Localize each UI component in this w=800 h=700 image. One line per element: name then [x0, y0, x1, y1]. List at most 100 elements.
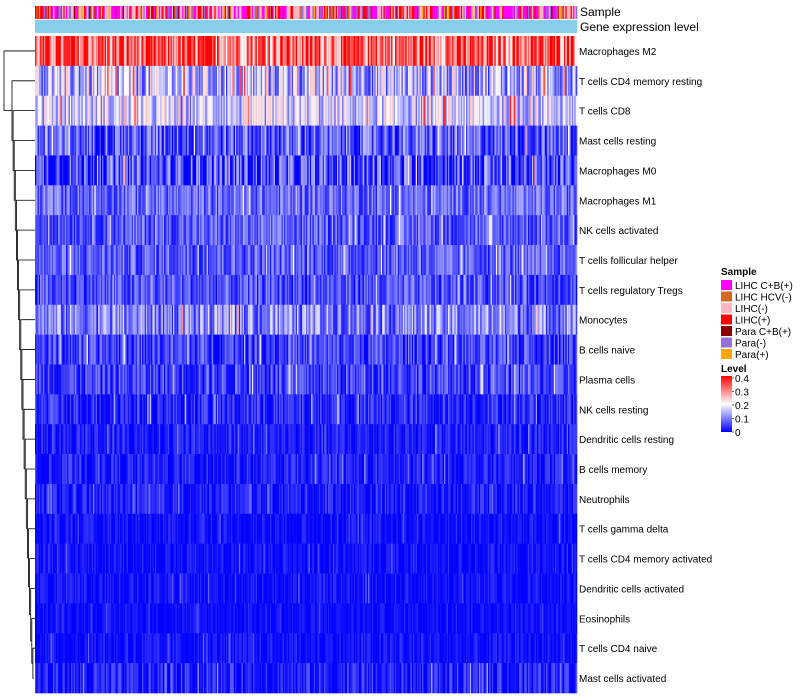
heatmap-cell [524, 274, 526, 306]
heatmap-cell [237, 334, 240, 365]
heatmap-cell [144, 155, 147, 186]
heatmap-cell [144, 65, 147, 97]
heatmap-cell [504, 65, 507, 97]
heatmap-cell [275, 245, 277, 276]
heatmap-cell [352, 304, 355, 335]
heatmap-cell [442, 125, 445, 156]
heatmap-cell [324, 125, 326, 156]
heatmap-cell [65, 304, 68, 335]
heatmap-cell [89, 125, 91, 156]
heatmap-cell [515, 185, 517, 216]
heatmap-cell [220, 95, 223, 126]
heatmap-cell [219, 185, 222, 216]
heatmap-cell [278, 274, 281, 306]
heatmap-cell [99, 304, 102, 335]
heatmap-cell [543, 36, 546, 67]
heatmap-cell [166, 125, 169, 156]
heatmap-cell [192, 274, 195, 306]
heatmap-cell [564, 274, 566, 306]
heatmap-cell [165, 185, 167, 216]
heatmap-cell [36, 155, 38, 186]
heatmap-cell [355, 36, 357, 67]
heatmap-cell [547, 95, 549, 126]
heatmap-cell [428, 36, 431, 67]
heatmap-cell [462, 36, 464, 67]
heatmap-cell [295, 125, 298, 156]
heatmap-cell [121, 245, 124, 276]
heatmap-cell [100, 95, 103, 126]
heatmap-cell [196, 95, 198, 126]
heatmap-cell [487, 155, 490, 186]
heatmap-cell [362, 185, 365, 216]
sample-track-cell [407, 6, 410, 19]
heatmap-cell [240, 245, 242, 276]
heatmap-cell [113, 245, 116, 276]
heatmap-cell [72, 334, 75, 365]
heatmap-cell [551, 245, 553, 276]
heatmap-cell [485, 65, 487, 97]
heatmap-cell [362, 245, 365, 276]
heatmap-cell [47, 155, 50, 186]
heatmap-cell [371, 245, 374, 276]
heatmap-cell [534, 125, 536, 156]
heatmap-cell [518, 215, 521, 246]
heatmap-cell [312, 274, 315, 306]
heatmap-cell [539, 95, 542, 126]
heatmap-cell [206, 334, 209, 365]
heatmap-cell [179, 215, 182, 246]
heatmap-cell [293, 65, 295, 97]
heatmap-cell [47, 95, 50, 126]
sample-track-cell [216, 6, 219, 19]
heatmap-cell [431, 125, 433, 156]
sample-track-cell [182, 6, 184, 19]
heatmap-cell [95, 215, 98, 246]
heatmap-cell [340, 95, 343, 126]
heatmap-cell [156, 185, 158, 216]
heatmap-cell [348, 65, 351, 97]
heatmap-cell [338, 304, 340, 335]
heatmap-cell [458, 274, 460, 306]
heatmap-cell [520, 185, 522, 216]
heatmap-cell [542, 95, 544, 126]
sample-track-cell [320, 6, 322, 19]
heatmap-cell [78, 65, 81, 97]
heatmap-cell [127, 65, 130, 97]
heatmap-cell [50, 185, 53, 216]
heatmap-cell [396, 95, 398, 126]
heatmap-cell [63, 274, 65, 306]
heatmap-cell [75, 65, 77, 97]
sample-track-cell [166, 6, 169, 19]
heatmap-cell [251, 304, 254, 335]
heatmap-cell [426, 215, 428, 246]
heatmap-cell [77, 125, 80, 156]
sample-track-cell [397, 6, 400, 19]
heatmap-cell [228, 245, 231, 276]
heatmap-cell [299, 185, 302, 216]
heatmap-cell [272, 245, 275, 276]
heatmap-cell [560, 304, 562, 335]
heatmap-cell [455, 245, 458, 276]
heatmap-cell [553, 304, 556, 335]
heatmap-cell [441, 274, 444, 306]
heatmap-cell [393, 95, 396, 126]
heatmap-cell [277, 334, 280, 365]
heatmap-cell [229, 185, 232, 216]
heatmap-cell [89, 36, 91, 67]
heatmap-cell [275, 185, 277, 216]
heatmap-cell [300, 95, 303, 126]
sample-track-cell [94, 6, 96, 19]
heatmap-cell [273, 304, 276, 335]
heatmap-cell [98, 36, 100, 67]
heatmap-cell [410, 125, 413, 156]
heatmap-cell [103, 304, 105, 335]
heatmap-cell [185, 125, 188, 156]
heatmap-cell [282, 245, 285, 276]
heatmap-cell [530, 155, 533, 186]
sample-track-cell [247, 6, 250, 19]
heatmap-cell [214, 245, 216, 276]
heatmap-cell [127, 215, 130, 246]
heatmap-cell [151, 185, 153, 216]
sample-track-cell [518, 6, 521, 19]
heatmap-cell [245, 36, 247, 67]
heatmap-cell [529, 185, 531, 216]
